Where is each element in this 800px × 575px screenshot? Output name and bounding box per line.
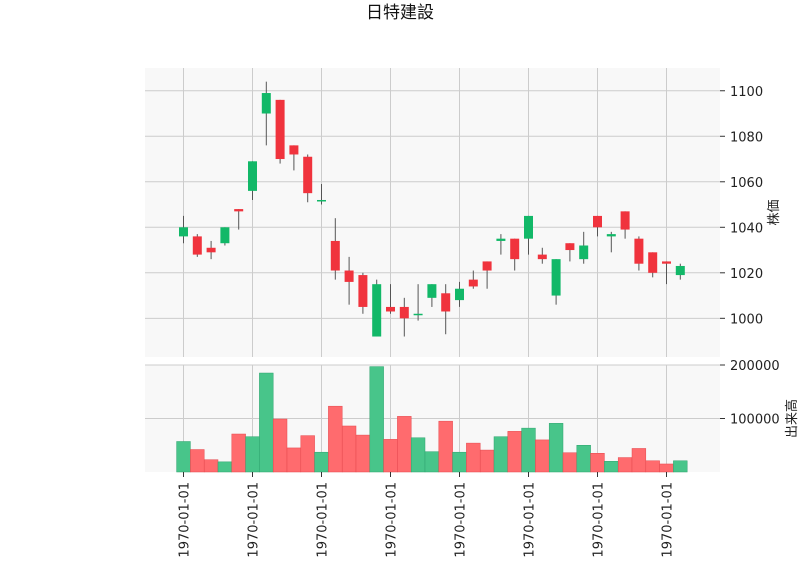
price-tick-label: 1080	[730, 130, 763, 145]
candle-body-down	[662, 261, 671, 264]
volume-bar-up	[548, 423, 564, 473]
candle-body-up	[427, 284, 437, 298]
volume-bar-up	[410, 437, 426, 473]
volume-bar-up	[452, 451, 467, 473]
price-tick-label: 1000	[730, 312, 763, 327]
volume-bar-up	[673, 460, 688, 473]
candle-body-down	[303, 156, 313, 194]
x-tick-label: 1970-01-01	[661, 482, 676, 558]
volume-bar-down	[397, 416, 412, 473]
candle-body-down	[358, 275, 368, 307]
candle-body-up	[372, 284, 382, 337]
price-tick-label: 1040	[730, 221, 763, 236]
candle-body-down	[275, 99, 285, 160]
candle-body-down	[441, 293, 451, 312]
volume-bar-up	[521, 427, 536, 473]
volume-bar-up	[493, 436, 509, 473]
candle-body-down	[537, 254, 547, 260]
volume-bar-down	[507, 431, 522, 473]
candle-body-up	[579, 245, 589, 260]
candle-body-down	[206, 247, 216, 253]
volume-bar-up	[576, 445, 591, 473]
x-tick-label: 1970-01-01	[523, 482, 538, 558]
candle-body-down	[330, 240, 340, 271]
candle-body-up	[317, 199, 326, 202]
volume-bar-down	[535, 439, 550, 473]
x-tick-label: 1970-01-01	[316, 482, 331, 558]
candle-body-down	[593, 215, 602, 228]
candle-body-up	[455, 288, 464, 301]
volume-bar-down	[300, 435, 315, 473]
price-tick-label: 1020	[730, 267, 763, 282]
volume-bar-down	[272, 418, 288, 473]
candle-body-up	[261, 93, 271, 114]
x-axis: 1970-01-01 1970-01-01 1970-01-01 1970-01-01…	[178, 472, 676, 558]
candle-body-down	[344, 270, 354, 282]
candle-body-down	[510, 238, 520, 260]
candle-body-up	[248, 161, 257, 191]
price-axis-label: 株価	[767, 199, 782, 225]
candle-body-up	[606, 234, 616, 237]
volume-bar-up	[369, 366, 384, 473]
volume-bar-down	[231, 433, 246, 473]
candle-body-up	[551, 259, 561, 296]
volume-tick-label: 100000	[730, 413, 780, 428]
volume-bar-down	[479, 449, 495, 473]
volume-bar-down	[438, 420, 453, 473]
volume-bar-up	[424, 451, 440, 473]
candle-body-down	[289, 145, 299, 155]
volume-bar-down	[341, 425, 357, 473]
volume-bar-up	[217, 461, 233, 473]
candle-body-down	[192, 236, 202, 255]
volume-bar-down	[617, 457, 633, 473]
candle-body-up	[413, 313, 423, 316]
x-tick-label: 1970-01-01	[592, 482, 607, 558]
chart-title: 日特建設	[366, 3, 434, 23]
volume-bar-down	[355, 434, 371, 473]
price-panel-background	[145, 68, 720, 357]
price-panel: 1000 1020 1040 1060 1080 1100	[145, 68, 763, 357]
candle-body-up	[220, 227, 230, 244]
candle-body-down	[565, 243, 575, 251]
candle-body-up	[675, 265, 685, 276]
candle-body-down	[482, 261, 492, 271]
volume-bar-down	[645, 460, 660, 473]
volume-bar-up	[245, 436, 260, 473]
volume-bar-down	[328, 405, 343, 473]
x-tick-label: 1970-01-01	[385, 482, 400, 558]
volume-bar-down	[383, 439, 398, 473]
volume-tick-label: 200000	[730, 359, 780, 374]
volume-axis-label: 出来高	[784, 399, 800, 438]
candle-body-down	[234, 209, 244, 212]
volume-bar-up	[314, 451, 329, 473]
volume-bar-up	[259, 372, 274, 473]
volume-bar-down	[590, 453, 605, 473]
volume-panel: 100000 200000	[145, 359, 780, 473]
volume-bar-up	[176, 441, 191, 473]
candle-body-down	[634, 238, 644, 264]
volume-bar-down	[562, 452, 578, 473]
candle-body-down	[620, 211, 630, 230]
volume-bar-down	[286, 447, 302, 473]
candle-body-up	[496, 238, 506, 241]
price-tick-label: 1100	[730, 85, 763, 100]
candle-body-down	[399, 306, 409, 319]
x-tick-label: 1970-01-01	[247, 482, 262, 558]
candle-body-up	[524, 215, 533, 239]
candle-body-up	[179, 227, 188, 237]
price-tick-label: 1060	[730, 176, 763, 191]
volume-bar-down	[631, 448, 647, 473]
x-tick-label: 1970-01-01	[178, 482, 193, 558]
x-tick-label: 1970-01-01	[454, 482, 469, 558]
candle-body-down	[468, 279, 478, 287]
candle-body-down	[386, 306, 395, 312]
volume-bar-down	[659, 463, 674, 473]
volume-bar-down	[203, 459, 219, 473]
candle-body-down	[648, 252, 658, 273]
volume-bar-down	[466, 442, 481, 473]
volume-bar-down	[190, 449, 205, 473]
volume-bar-up	[604, 461, 619, 473]
